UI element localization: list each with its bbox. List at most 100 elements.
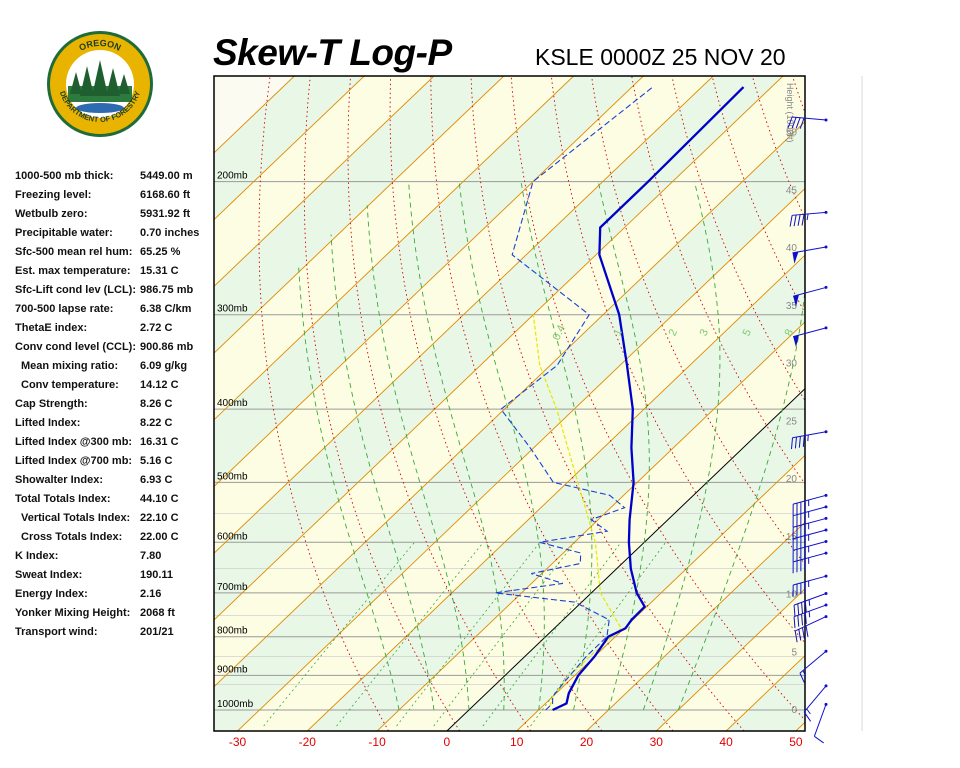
wind-barb-feather <box>803 711 812 722</box>
pressure-level-label: 200mb <box>217 171 248 182</box>
wind-barb-staff <box>794 616 827 632</box>
isotherm-band <box>214 121 805 731</box>
stat-row: Lifted Index @700 mb: 5.16 C <box>15 452 215 471</box>
wind-barb-feather <box>814 735 824 744</box>
stat-label: Showalter Index: <box>15 474 104 486</box>
wind-barb-base <box>824 245 828 249</box>
wind-barb-feather <box>802 435 805 448</box>
wind-barb-base <box>824 285 828 289</box>
moist-adiabat <box>597 181 650 711</box>
wind-barb-base <box>824 528 828 532</box>
mixing-ratio-line <box>396 542 541 727</box>
wind-barb-base <box>824 516 828 520</box>
wind-barb-feather <box>797 603 800 616</box>
isotherm-line <box>866 76 960 731</box>
stat-value: 5931.92 ft <box>140 208 191 220</box>
stat-value: 22.10 C <box>140 512 179 524</box>
dry-adiabat <box>389 76 603 731</box>
wind-barb-half-feather <box>806 708 811 715</box>
isotherm-band <box>795 722 805 731</box>
wind-barb-feather <box>804 600 807 613</box>
stat-label: Precipitable water: <box>15 227 113 239</box>
pressure-level-label: 800mb <box>217 626 248 637</box>
wind-barb <box>793 326 828 348</box>
wind-barb-base <box>824 592 828 595</box>
pressure-level-label: 600mb <box>217 531 248 542</box>
wind-barb-base <box>824 649 828 653</box>
wind-barb-staff <box>793 494 827 505</box>
wind-barb-staff <box>792 211 827 216</box>
height-tick-label: 10 <box>786 590 798 601</box>
stat-row: Cap Strength: 8.26 C <box>15 395 215 414</box>
moist-adiabat <box>330 234 435 711</box>
wind-barb <box>792 493 828 516</box>
dry-adiabat <box>833 76 960 731</box>
stat-row: Yonker Mixing Height: 2068 ft <box>15 604 215 623</box>
stat-row: Total Totals Index: 44.10 C <box>15 490 215 509</box>
stat-row: Mean mixing ratio: 6.09 g/kg <box>15 357 215 376</box>
isotherm-line <box>655 588 805 731</box>
wind-barb-feather <box>797 615 800 627</box>
wind-barb-base <box>824 326 828 330</box>
dry-adiabat <box>470 76 745 731</box>
wind-barb <box>790 430 828 450</box>
pressure-level-label: 400mb <box>217 398 248 409</box>
wind-barb-feather <box>787 116 793 128</box>
plot-frame <box>213 75 806 732</box>
wind-barb-base <box>824 574 828 578</box>
stat-row: Lifted Index @300 mb: 16.31 C <box>15 433 215 452</box>
stat-value: 2.72 C <box>140 322 173 334</box>
moist-adiabat <box>298 267 400 711</box>
stat-label: Est. max temperature: <box>15 265 131 277</box>
chart-title: Skew-T Log-P <box>213 32 452 73</box>
stat-value: 2068 ft <box>140 607 175 619</box>
isotherm-line <box>214 76 505 354</box>
temperature-tick-label: 10 <box>510 735 524 749</box>
sounding-indices-panel: 1000-500 mb thick: 5449.00 m Freezing leve… <box>15 167 215 642</box>
stat-row: Sweat Index: 190.11 <box>15 566 215 585</box>
wind-barb <box>787 116 828 129</box>
stat-label: Freezing level: <box>15 189 92 201</box>
height-tick-label: 50 <box>786 128 798 139</box>
wind-barb <box>793 285 828 307</box>
stat-value: 44.10 C <box>140 493 179 505</box>
temperature-tick-label: 50 <box>789 735 803 749</box>
wind-barb <box>792 505 828 528</box>
height-axis-label: Height (1000ft) <box>785 83 795 143</box>
wind-barb-staff <box>793 575 827 586</box>
pressure-level-label: 300mb <box>217 304 248 315</box>
stat-row: ThetaE index: 2.72 C <box>15 319 215 338</box>
wind-barb <box>792 516 828 539</box>
wind-barb-staff <box>792 246 827 254</box>
moist-adiabat <box>642 181 721 711</box>
pressure-level-label: 1000mb <box>217 699 254 710</box>
stat-value: 2.16 <box>140 588 162 600</box>
wind-barb-feather <box>801 613 804 626</box>
height-tick-label: 5 <box>791 647 797 658</box>
wind-barb-staff <box>792 116 827 121</box>
wind-barb-staff <box>799 650 827 674</box>
mixing-ratio-line <box>530 542 667 727</box>
dry-adiabat <box>873 76 960 731</box>
stat-row: Showalter Index: 6.93 C <box>15 471 215 490</box>
wind-barb-half-feather <box>808 599 811 606</box>
stat-value: 201/21 <box>140 626 174 638</box>
wind-barb-base <box>824 430 828 434</box>
stat-value: 6168.60 ft <box>140 189 191 201</box>
wind-barb-feather <box>790 437 794 450</box>
dry-adiabat <box>913 76 960 731</box>
wind-barb-flag <box>793 335 799 348</box>
height-tick-label: 35 <box>786 301 798 312</box>
wind-barb-feather <box>804 612 807 624</box>
stat-row: Energy Index: 2.16 <box>15 585 215 604</box>
stat-label: Yonker Mixing Height: <box>15 607 131 619</box>
moist-adiabat <box>677 286 805 711</box>
stat-value: 190.11 <box>140 569 174 581</box>
stat-row: 1000-500 mb thick: 5449.00 m <box>15 167 215 186</box>
height-tick-label: 30 <box>786 359 798 370</box>
wind-barb-feather <box>793 616 796 629</box>
stat-label: Total Totals Index: <box>15 493 111 505</box>
stat-value: 986.75 mb <box>140 284 194 296</box>
wind-barb <box>792 551 828 574</box>
